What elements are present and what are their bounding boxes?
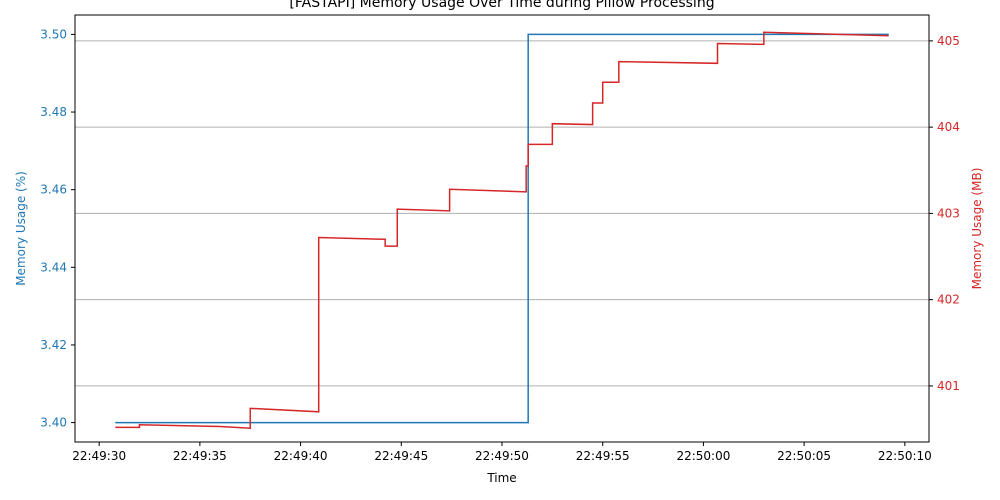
x-axis-label: Time bbox=[486, 471, 516, 485]
y-right-tick-label: 404 bbox=[937, 120, 960, 134]
y-right-tick-label: 403 bbox=[937, 206, 960, 220]
x-tick-label: 22:50:10 bbox=[878, 449, 932, 463]
x-tick-label: 22:50:05 bbox=[777, 449, 831, 463]
y-left-tick-label: 3.48 bbox=[40, 105, 67, 119]
series-line-percent bbox=[115, 33, 889, 424]
x-tick-label: 22:49:30 bbox=[72, 449, 126, 463]
x-tick-label: 22:49:45 bbox=[374, 449, 428, 463]
x-tick-label: 22:49:35 bbox=[173, 449, 227, 463]
grid bbox=[75, 40, 929, 387]
y-right-tick-label: 402 bbox=[937, 293, 960, 307]
series-line-mb bbox=[115, 31, 889, 429]
y-left-tick-label: 3.44 bbox=[40, 260, 67, 274]
y-axis-left-label: Memory Usage (%) bbox=[14, 171, 28, 286]
y-axis-right: 401 402 403 404 405 bbox=[929, 34, 960, 393]
y-left-tick-label: 3.50 bbox=[40, 27, 67, 41]
series-layer bbox=[115, 31, 889, 429]
x-tick-label: 22:50:00 bbox=[676, 449, 730, 463]
y-right-tick-label: 405 bbox=[937, 34, 960, 48]
y-left-tick-label: 3.46 bbox=[40, 183, 67, 197]
y-axis-left: 3.40 3.42 3.44 3.46 3.48 3.50 bbox=[40, 27, 75, 430]
y-right-tick-label: 401 bbox=[937, 379, 960, 393]
y-left-tick-label: 3.42 bbox=[40, 338, 67, 352]
y-left-tick-label: 3.40 bbox=[40, 416, 67, 430]
plot-frame bbox=[74, 14, 930, 443]
x-tick-label: 22:49:40 bbox=[274, 449, 328, 463]
x-tick-label: 22:49:50 bbox=[475, 449, 529, 463]
x-tick-label: 22:49:55 bbox=[576, 449, 630, 463]
chart-title: [FASTAPI] Memory Usage Over Time during … bbox=[289, 0, 714, 11]
x-axis: 22:49:30 22:49:35 22:49:40 22:49:45 22:49:50… bbox=[72, 442, 932, 463]
y-axis-right-label: Memory Usage (MB) bbox=[970, 168, 984, 290]
